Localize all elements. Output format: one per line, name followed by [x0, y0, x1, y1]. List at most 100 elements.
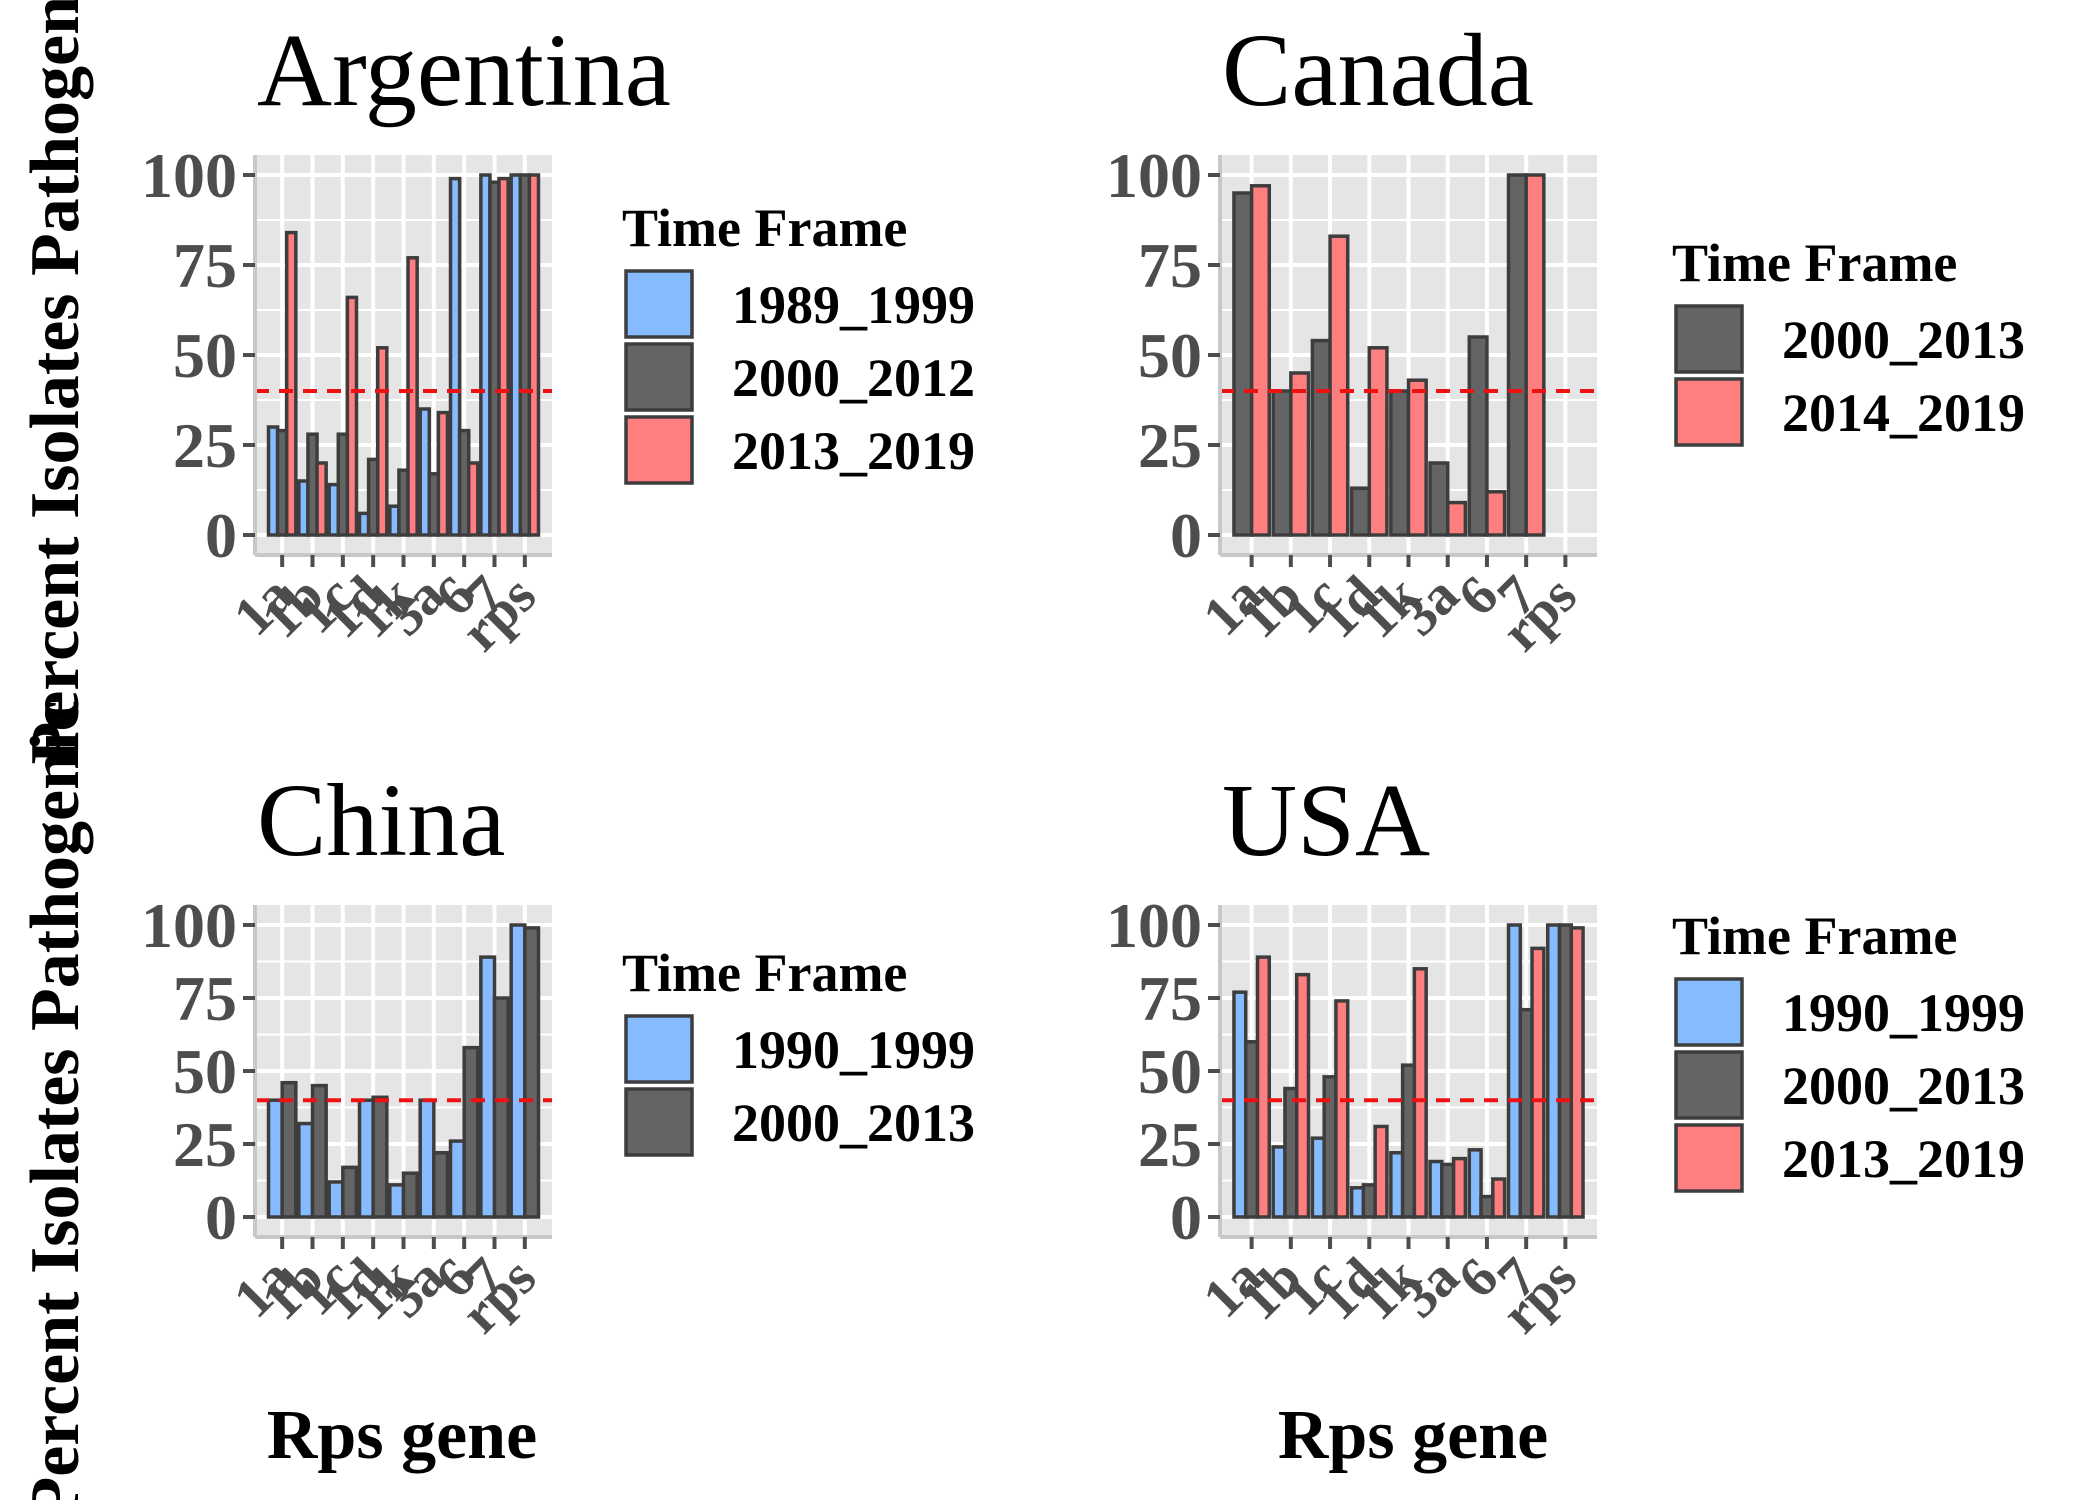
legend-title: Time Frame: [622, 943, 907, 1003]
legend-key-1990_1999: [1674, 977, 1744, 1047]
bar-2013_2019-1k: [406, 256, 419, 537]
y-axis-title-top: Percent Isolates Pathogenic: [17, 0, 94, 765]
y-tick-label: 100: [141, 890, 237, 961]
bar-2000_2013-1k: [1400, 1063, 1417, 1219]
bar-1990_1999-1a: [266, 1098, 284, 1219]
bar-2013_2019-6: [1491, 1177, 1507, 1219]
bar-2000_2013-1k: [1389, 389, 1411, 537]
bar-1990_1999-1k: [388, 1183, 406, 1219]
legend-label: 1989_1999: [732, 275, 975, 335]
bar-2013_2019-7: [497, 176, 510, 537]
bar-1990_1999-1c: [1310, 1136, 1326, 1219]
legend-label: 2000_2013: [1782, 1056, 2025, 1116]
bar-2013_2019-1c: [1334, 999, 1350, 1219]
legend-key-2013_2019: [624, 415, 694, 485]
legend-title: Time Frame: [1672, 906, 1957, 966]
bar-2000_2013-7: [1506, 173, 1528, 537]
bar-2000_2013-1d: [1349, 486, 1372, 537]
bar-2000_2013-1c: [341, 1165, 359, 1219]
bar-2013_2019-1b: [315, 461, 328, 537]
bar-2000_2013-6: [1479, 1194, 1495, 1219]
legend-title: Time Frame: [622, 198, 907, 258]
bar-2013_2019-3a: [436, 410, 450, 537]
y-tick-label: 0: [205, 500, 237, 571]
bar-2000_2013-1c: [1310, 338, 1332, 537]
bar-2000_2013-3a: [1440, 1162, 1456, 1219]
bar-2000_2013-1d: [371, 1095, 389, 1219]
bar-2013_2019-7: [1530, 946, 1546, 1219]
bar-2000_2013-1a: [1243, 1040, 1260, 1219]
y-tick-label: 25: [173, 1109, 237, 1180]
bar-1989_1999-6: [448, 176, 462, 537]
y-tick-label: 25: [1138, 1109, 1202, 1180]
bar-2013_2019-1b: [1294, 972, 1311, 1219]
bar-2013_2019-1d: [375, 346, 389, 537]
bar-2013_2019-rps: [1569, 926, 1585, 1219]
bar-2013_2019-1k: [1412, 967, 1428, 1219]
y-tick-label: 75: [173, 230, 237, 301]
bar-2000_2013-1b: [1271, 389, 1293, 537]
x-axis-title-right: Rps gene: [1278, 1397, 1548, 1474]
bar-1990_1999-1c: [327, 1180, 345, 1219]
panel-argentina: 02550751001a1b1c1d1k3a67rpsArgentinaTime…: [141, 13, 975, 663]
y-tick-label: 50: [1138, 320, 1202, 391]
legend-label: 2013_2019: [732, 421, 975, 481]
x-axis-title-left: Rps gene: [267, 1397, 537, 1474]
bar-2000_2013-7: [1518, 1007, 1534, 1219]
legend-key-1989_1999: [624, 269, 694, 339]
y-tick-label: 50: [173, 1036, 237, 1107]
panel-title: Canada: [1222, 13, 1534, 128]
bar-2014_2019-3a: [1445, 500, 1468, 537]
bar-2013_2019-3a: [1451, 1156, 1468, 1219]
y-tick-label: 75: [173, 963, 237, 1034]
bar-1990_1999-1a: [1232, 990, 1248, 1219]
bar-1990_1999-rps: [1545, 923, 1562, 1219]
bar-1990_1999-1b: [1271, 1145, 1287, 1219]
bar-2000_2013-1c: [1322, 1075, 1338, 1219]
legend-key-2013_2019: [1674, 1123, 1744, 1193]
bar-2000_2013-1b: [310, 1083, 328, 1219]
legend-label: 2000_2012: [732, 348, 975, 408]
bar-1990_1999-7: [479, 955, 497, 1219]
legend-label: 2000_2013: [732, 1093, 975, 1153]
bar-1990_1999-6: [448, 1139, 466, 1219]
bar-2013_2019-1a: [284, 230, 298, 537]
bar-2014_2019-1d: [1367, 346, 1389, 537]
bar-2000_2013-6: [1467, 335, 1489, 537]
y-tick-label: 100: [141, 140, 237, 211]
bar-2000_2013-1k: [401, 1171, 419, 1219]
bar-2000_2013-rps: [1557, 923, 1574, 1219]
bar-2014_2019-1k: [1406, 378, 1428, 537]
legend-key-1990_1999: [624, 1014, 694, 1084]
bar-2000_2013-3a: [1428, 461, 1450, 537]
bar-1989_1999-3a: [418, 407, 432, 537]
bar-2000_2013-rps: [523, 926, 541, 1219]
bar-2000_2013-1b: [1283, 1086, 1299, 1219]
y-tick-label: 0: [1170, 1182, 1202, 1253]
bar-2000_2013-1d: [1361, 1183, 1377, 1219]
bar-2014_2019-1a: [1249, 184, 1272, 537]
bar-2014_2019-7: [1524, 173, 1546, 537]
legend-label: 1990_1999: [1782, 983, 2025, 1043]
legend-key-2000_2013: [1674, 304, 1744, 374]
y-tick-label: 100: [1106, 140, 1202, 211]
panel-title: Argentina: [257, 13, 671, 128]
bar-1990_1999-6: [1467, 1148, 1483, 1219]
bar-2013_2019-rps: [527, 173, 541, 537]
legend-key-2000_2013: [624, 1087, 694, 1157]
panel-title: China: [257, 763, 505, 878]
bar-2013_2019-1d: [1373, 1124, 1389, 1219]
bar-1990_1999-rps: [509, 923, 527, 1219]
legend-label: 2000_2013: [1782, 310, 2025, 370]
bar-2000_2013-3a: [432, 1151, 450, 1219]
y-tick-label: 50: [173, 320, 237, 391]
legend-label: 2014_2019: [1782, 383, 2025, 443]
bar-1990_1999-1b: [297, 1121, 315, 1219]
bar-2014_2019-1c: [1328, 234, 1350, 537]
bar-2000_2013-1a: [1232, 191, 1254, 537]
y-tick-label: 75: [1138, 963, 1202, 1034]
legend-title: Time Frame: [1672, 233, 1957, 293]
legend-key-2014_2019: [1674, 377, 1744, 447]
